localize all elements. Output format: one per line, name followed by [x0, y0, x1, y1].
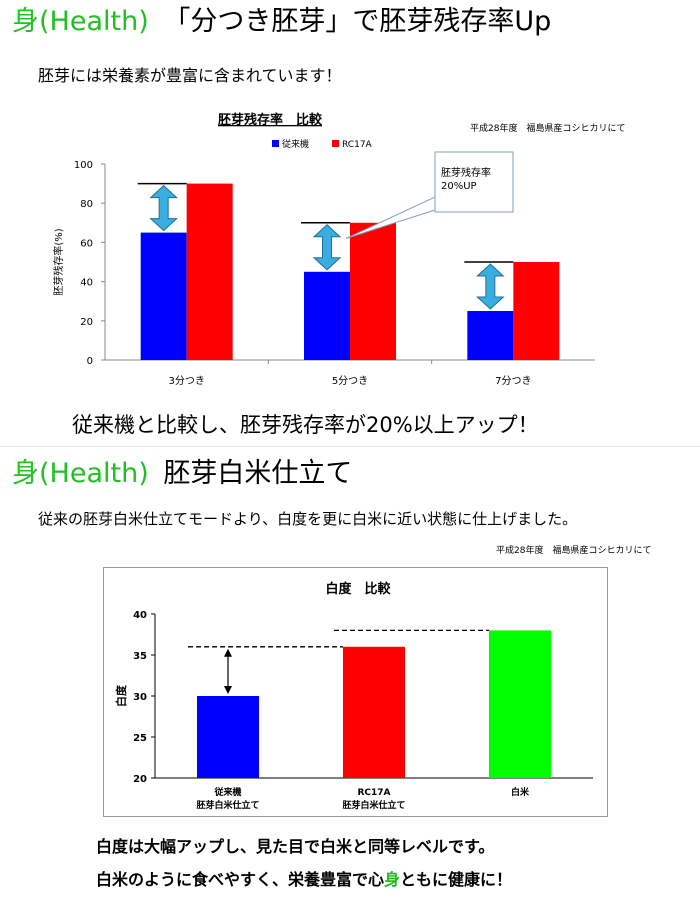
chart1-double-arrow-icon [476, 263, 505, 310]
chart1-legend-swatch [332, 140, 339, 147]
chart1-y-tick-label: 40 [80, 278, 93, 289]
chart1-y-tick-label: 0 [87, 356, 93, 367]
chart1-double-arrow-icon [312, 224, 342, 271]
chart1-callout-text: 20%UP [441, 181, 477, 192]
chart2-bar [197, 696, 259, 778]
chart1-bar-rc17a [186, 183, 233, 360]
section2-title: 身(Health) 胚芽白米仕立て [12, 458, 352, 490]
chart2-y-tick-label: 25 [133, 733, 147, 744]
chart1-x-tick-label: 5分つき [332, 375, 368, 387]
chart1-legend-label: 従来機 [282, 138, 309, 150]
section2-subtitle: 従来の胚芽白米仕立てモードより、白度を更に白米に近い状態に仕上げました。 [38, 510, 578, 528]
conclusion-line2-part-c: ともに健康に！ [400, 870, 513, 889]
chart2-y-tick-label: 40 [133, 610, 147, 621]
conclusion-line2-highlight: 身 [384, 870, 401, 889]
chart2-x-tick-label: 胚芽白米仕立て [342, 799, 405, 811]
chart1-y-tick-label: 60 [80, 238, 93, 249]
chart2-title: 白度 比較 [325, 581, 391, 597]
chart2-y-tick-label: 30 [133, 692, 147, 703]
section2-conclusion-line2: 白米のように食べやすく、栄養豊富で心身ともに健康に！ [96, 866, 512, 890]
section2-title-text: 胚芽白米仕立て [163, 458, 353, 489]
chart2-arrow-up-icon [224, 648, 232, 657]
section1-conclusion: 従来機と比較し、胚芽残存率が20%以上アップ！ [72, 413, 539, 437]
chart1-y-tick-label: 80 [80, 199, 93, 210]
chart2-x-tick-label: 白米 [511, 786, 530, 798]
chart2-y-label: 白度 [114, 684, 128, 707]
chart2-x-tick-label: RC17A [357, 788, 390, 798]
conclusion-line2-part-a: 白米のように食べやすく、栄養豊富で心 [96, 870, 385, 889]
chart1-double-arrow-icon [149, 184, 178, 232]
chart1-bar-conventional [304, 271, 350, 360]
chart1-callout-text: 胚芽残存率 [441, 166, 491, 179]
section1-title-text: 「分つき胚芽」で胚芽残存率Up [163, 6, 552, 37]
chart1-y-tick-label: 100 [74, 160, 93, 171]
chart2-x-tick-label: 胚芽白米仕立て [196, 799, 259, 811]
section2-conclusion-line1: 白度は大幅アップし、見た目で白米と同等レベルです。 [96, 837, 495, 856]
chart2-bar [489, 630, 551, 778]
chart1-bar-conventional [140, 232, 187, 360]
chart1-callout-box [434, 151, 514, 213]
section1-source-note: 平成28年度 福島県産コシヒカリにて [470, 124, 626, 134]
chart1-title: 胚芽残存率 比較 [218, 112, 323, 128]
chart1-bar-conventional [467, 311, 514, 360]
section1-title: 身(Health) 「分つき胚芽」で胚芽残存率Up [12, 6, 551, 38]
chart1-x-tick-label: 3分つき [168, 375, 204, 387]
chart1-bar-rc17a [513, 262, 560, 360]
chart1-bar-rc17a [350, 222, 396, 360]
chart2-y-tick-label: 35 [133, 651, 147, 662]
chart1-legend-label: RC17A [342, 140, 373, 150]
chart2-x-tick-label: 従来機 [213, 786, 241, 798]
section2-title-prefix: 身(Health) [12, 458, 149, 489]
chart2-bar [343, 646, 405, 778]
chart1-y-label: 胚芽残存率(%) [52, 228, 65, 295]
whiteness-chart: 白度 比較2025303540白度従来機胚芽白米仕立てRC17A胚芽白米仕立て白… [103, 567, 608, 817]
section2-source-note: 平成28年度 福島県産コシヒカリにて [496, 546, 652, 556]
chart2-y-tick-label: 20 [133, 774, 147, 785]
chart1-x-tick-label: 7分つき [495, 375, 531, 387]
chart1-y-tick-label: 20 [80, 317, 93, 328]
section-divider [0, 446, 700, 447]
chart2-arrow-down-icon [224, 686, 232, 694]
section1-subtitle: 胚芽には栄養素が豊富に含まれています！ [38, 66, 342, 85]
section1-title-prefix: 身(Health) [12, 6, 149, 37]
chart1-legend-swatch [272, 140, 279, 147]
